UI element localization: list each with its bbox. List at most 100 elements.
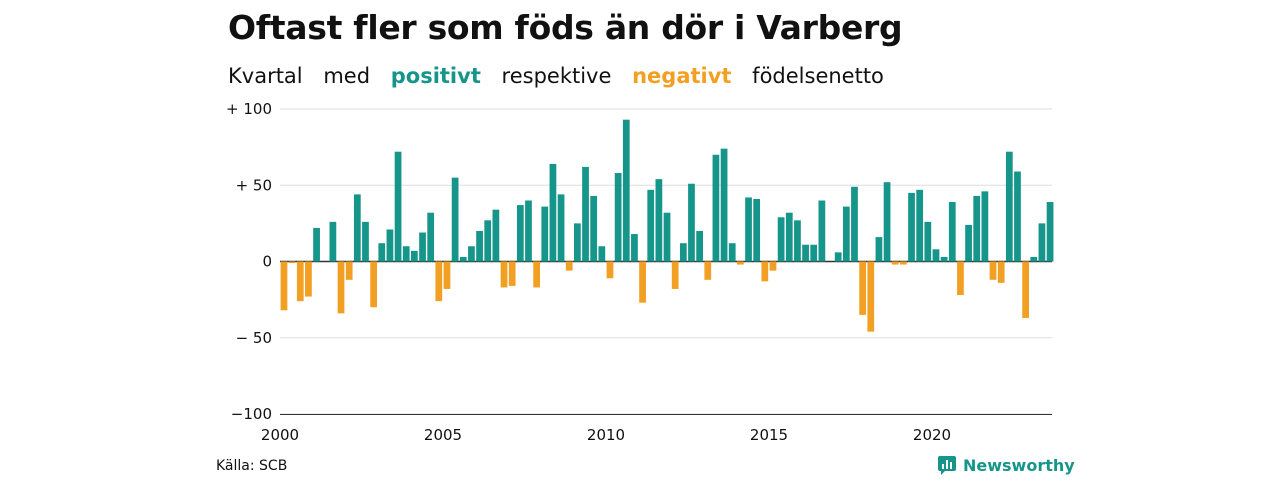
bar-negative <box>769 261 777 271</box>
bars <box>280 119 1054 332</box>
bar-negative <box>606 261 614 279</box>
bar-positive <box>590 195 598 262</box>
bar-negative <box>370 261 377 308</box>
bar-negative <box>737 261 744 265</box>
bar-positive <box>1038 223 1046 262</box>
bar-positive <box>647 189 655 262</box>
bar-negative <box>288 261 296 264</box>
bar-positive <box>451 177 459 262</box>
subtitle-word-fodelsenetto: födelsenetto <box>752 64 884 88</box>
bar-positive <box>834 252 842 262</box>
bar-negative <box>296 261 304 302</box>
bar-negative <box>867 261 875 332</box>
y-tick-label: + 50 <box>236 176 272 194</box>
bar-positive <box>973 195 981 262</box>
newsworthy-logo-icon <box>938 456 956 475</box>
bar-positive <box>696 231 703 262</box>
bar-negative <box>280 261 288 311</box>
bar-positive <box>810 244 818 262</box>
x-tick-label: 2005 <box>424 426 462 444</box>
bar-negative <box>671 261 679 289</box>
x-tick-label: 2010 <box>587 426 625 444</box>
bar-negative <box>500 261 508 288</box>
source-note: Källa: SCB <box>216 458 288 474</box>
bar-positive <box>965 224 972 262</box>
bar-negative <box>900 261 907 265</box>
bar-positive <box>525 200 532 262</box>
bar-positive <box>549 163 557 262</box>
bar-positive <box>924 221 932 262</box>
subtitle-word-respektive: respektive <box>501 64 612 88</box>
x-axis: 2000 2005 2010 2015 2020 <box>261 414 1052 444</box>
bar-negative <box>443 261 451 289</box>
y-tick-label: − 50 <box>236 329 272 347</box>
bar-positive <box>394 151 402 262</box>
bar-positive <box>411 250 418 262</box>
bar-negative <box>305 261 312 297</box>
x-tick-label: 2020 <box>913 426 951 444</box>
bar-positive <box>802 244 809 262</box>
bar-positive <box>598 246 606 262</box>
bar-positive <box>981 191 989 262</box>
bar-positive <box>688 183 695 262</box>
bar-positive <box>386 229 394 262</box>
bar-positive <box>663 212 671 262</box>
bar-positive <box>851 186 858 262</box>
bar-negative <box>337 261 345 314</box>
subtitle-word-kvartal: Kvartal <box>228 64 303 88</box>
y-tick-label: −100 <box>231 405 272 423</box>
bar-positive <box>574 223 581 262</box>
bar-positive <box>842 206 850 262</box>
bar-positive <box>313 227 320 262</box>
bar-positive <box>916 189 924 262</box>
bar-negative <box>639 261 646 303</box>
bar-positive <box>818 200 826 262</box>
bar-positive <box>908 192 915 262</box>
bar-negative <box>435 261 443 302</box>
bar-positive <box>883 182 891 262</box>
bar-positive <box>777 217 785 262</box>
subtitle-negative-label: negativt <box>632 64 732 88</box>
bar-positive <box>614 173 622 262</box>
bar-positive <box>932 249 940 262</box>
y-tick-label: + 100 <box>226 100 272 118</box>
bar-negative <box>891 261 899 265</box>
chart-title: Oftast fler som föds än dör i Varberg <box>228 8 903 47</box>
bar-negative <box>704 261 712 280</box>
bar-negative <box>1022 261 1029 318</box>
bar-positive <box>353 194 361 262</box>
bar-positive <box>1030 256 1038 262</box>
y-axis-labels: + 100 + 50 0 − 50 −100 <box>226 100 272 423</box>
y-tick-label: 0 <box>262 253 272 271</box>
bar-positive <box>948 202 956 262</box>
bar-positive <box>712 154 720 262</box>
newsworthy-logo: Newsworthy <box>937 455 1075 475</box>
bar-positive <box>785 212 793 262</box>
bar-positive <box>1014 171 1021 262</box>
bar-positive <box>875 237 883 262</box>
bar-positive <box>728 243 736 262</box>
bar-negative <box>508 261 516 286</box>
bar-positive <box>484 220 492 262</box>
bar-positive <box>745 197 752 262</box>
bar-positive <box>794 220 801 262</box>
bar-positive <box>476 231 483 262</box>
bar-positive <box>419 232 426 262</box>
chart-subtitle: Kvartal med positivt respektive negativt… <box>228 64 898 88</box>
bar-negative <box>761 261 769 282</box>
bar-positive <box>402 246 410 262</box>
bar-negative <box>565 261 573 271</box>
bar-positive <box>1046 202 1054 262</box>
x-tick-label: 2000 <box>261 426 299 444</box>
bar-positive <box>940 256 948 262</box>
bar-positive <box>378 243 386 262</box>
bar-positive <box>468 246 475 262</box>
bar-positive <box>459 256 467 262</box>
bar-positive <box>427 212 435 262</box>
bar-negative <box>533 261 540 288</box>
bar-positive <box>622 119 630 262</box>
bar-positive <box>582 166 589 262</box>
bar-positive <box>557 194 565 262</box>
bar-positive <box>541 206 549 262</box>
